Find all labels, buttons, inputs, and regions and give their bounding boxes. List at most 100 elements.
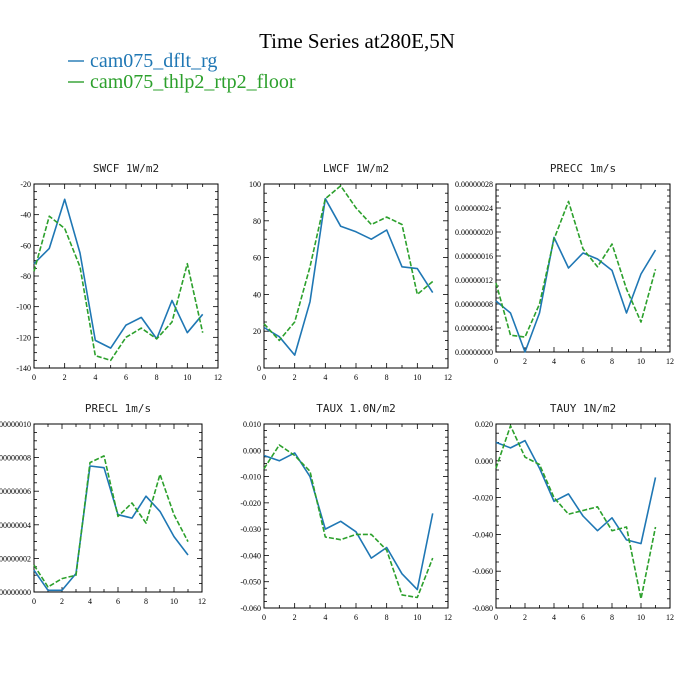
x-tick-label: 8 (385, 373, 389, 382)
y-tick-label: 0.000 (475, 457, 493, 466)
x-tick-label: 10 (637, 613, 645, 622)
x-tick-label: 0 (262, 613, 266, 622)
y-tick-label: -0.080 (472, 604, 493, 613)
y-tick-label: -140 (16, 364, 31, 373)
x-tick-label: 2 (523, 613, 527, 622)
y-tick-label: 0.00000000 (455, 348, 493, 357)
y-tick-label: 100 (249, 180, 261, 189)
panel-title: SWCF 1W/m2 (93, 162, 159, 175)
x-tick-label: 4 (93, 373, 97, 382)
y-tick-label: 0.00000008 (455, 300, 493, 309)
y-tick-label: 0.00000006 (0, 487, 31, 496)
plot-frame (263, 183, 449, 369)
y-tick-label: 60 (253, 254, 261, 263)
x-tick-label: 10 (183, 373, 191, 382)
y-tick-label: 40 (253, 290, 261, 299)
y-tick-label: -60 (20, 241, 31, 250)
x-tick-label: 2 (63, 373, 67, 382)
x-tick-label: 8 (610, 613, 614, 622)
x-tick-label: 4 (323, 613, 327, 622)
y-tick-label: 0.020 (475, 420, 493, 429)
chart-panel-tauy: TAUY 1N/m2 0 2 4 6 8 10 12 -0.080 -0.060 -0.040 -0.… (472, 402, 674, 622)
panel-title: TAUX 1.0N/m2 (316, 402, 395, 415)
x-tick-label: 0 (32, 597, 36, 606)
x-tick-label: 0 (494, 357, 498, 366)
x-tick-label: 12 (198, 597, 206, 606)
chart-panel-precc: PRECC 1m/s 0 2 4 6 8 10 12 0.00000000 0.00000004 0… (455, 162, 674, 366)
y-tick-label: -0.030 (240, 525, 261, 534)
y-tick-label: 0.00000008 (0, 454, 31, 463)
y-tick-label: 0.00000000 (0, 588, 31, 597)
y-tick-label: -120 (16, 333, 31, 342)
series-line-cam075-thlp2-rtp2-floor (33, 455, 189, 588)
x-tick-label: 4 (88, 597, 92, 606)
y-tick-label: -0.060 (240, 604, 261, 613)
x-tick-label: 4 (323, 373, 327, 382)
chart-panel-lwcf: LWCF 1W/m2 0 2 4 6 8 10 12 0 20 40 60 80 100 (249, 162, 452, 382)
figure-title: Time Series at280E,5N (259, 29, 455, 53)
x-tick-label: 12 (666, 357, 674, 366)
series-line-cam075-thlp2-rtp2-floor (263, 444, 434, 599)
y-tick-label: -0.050 (240, 578, 261, 587)
x-tick-label: 8 (610, 357, 614, 366)
series-line-cam075-thlp2-rtp2-floor (495, 424, 657, 600)
panel-title: PRECC 1m/s (550, 162, 616, 175)
x-tick-label: 12 (214, 373, 222, 382)
x-tick-label: 2 (60, 597, 64, 606)
x-tick-label: 2 (523, 357, 527, 366)
series-line-cam075-thlp2-rtp2-floor (263, 185, 434, 342)
x-tick-label: 10 (413, 373, 421, 382)
y-tick-label: 20 (253, 327, 261, 336)
x-tick-label: 0 (32, 373, 36, 382)
legend-label-floor: cam075_thlp2_rtp2_floor (90, 71, 296, 93)
x-tick-label: 6 (354, 613, 358, 622)
chart-panel-precl: PRECL 1m/s 0 2 4 6 8 10 12 0.00000000 0.00000002 0… (0, 402, 206, 606)
y-tick-label: 0.00000020 (455, 228, 493, 237)
y-tick-label: 0.00000024 (455, 204, 493, 213)
series-line-cam075-dflt-rg (495, 236, 657, 353)
x-tick-label: 4 (552, 357, 556, 366)
chart-panels: SWCF 1W/m2 0 2 4 6 8 10 12 -140 -120 -100 -80 -60 -40… (0, 162, 674, 622)
y-tick-label: -100 (16, 303, 31, 312)
panel-title: LWCF 1W/m2 (323, 162, 389, 175)
y-tick-label: 0.00000010 (0, 420, 31, 429)
x-tick-label: 12 (444, 613, 452, 622)
plot-frame (33, 423, 203, 593)
y-tick-label: 80 (253, 217, 261, 226)
chart-panel-swcf: SWCF 1W/m2 0 2 4 6 8 10 12 -140 -120 -100 -80 -60 -40… (16, 162, 222, 382)
x-tick-label: 4 (552, 613, 556, 622)
y-tick-label: -0.010 (240, 473, 261, 482)
x-tick-label: 6 (581, 357, 585, 366)
y-tick-label: 0.010 (243, 420, 261, 429)
y-tick-label: -0.020 (240, 499, 261, 508)
y-tick-label: -0.020 (472, 494, 493, 503)
legend-label-dflt: cam075_dflt_rg (90, 50, 217, 72)
figure-legend: cam075_dflt_rg cam075_thlp2_rtp2_floor (68, 50, 296, 93)
series-line-cam075-thlp2-rtp2-floor (495, 200, 657, 338)
chart-panel-taux: TAUX 1.0N/m2 0 2 4 6 8 10 12 -0.060 -0.050 -0.040 -… (240, 402, 452, 622)
x-tick-label: 8 (144, 597, 148, 606)
y-tick-label: 0 (257, 364, 261, 373)
y-tick-label: 0.00000002 (0, 554, 31, 563)
x-tick-label: 8 (155, 373, 159, 382)
y-tick-label: -80 (20, 272, 31, 281)
x-tick-label: 2 (293, 373, 297, 382)
x-tick-label: 8 (385, 613, 389, 622)
x-tick-label: 0 (494, 613, 498, 622)
x-tick-label: 6 (581, 613, 585, 622)
x-tick-label: 10 (413, 613, 421, 622)
y-tick-label: -40 (20, 211, 31, 220)
y-tick-label: 0.000 (243, 446, 261, 455)
x-tick-label: 2 (293, 613, 297, 622)
x-tick-label: 6 (354, 373, 358, 382)
y-tick-label: 0.00000012 (455, 276, 493, 285)
y-tick-label: 0.00000028 (455, 180, 493, 189)
y-tick-label: -0.060 (472, 567, 493, 576)
x-tick-label: 12 (666, 613, 674, 622)
series-line-cam075-dflt-rg (33, 465, 189, 592)
x-tick-label: 6 (116, 597, 120, 606)
panel-title: TAUY 1N/m2 (550, 402, 616, 415)
y-tick-label: -20 (20, 180, 31, 189)
x-tick-label: 0 (262, 373, 266, 382)
